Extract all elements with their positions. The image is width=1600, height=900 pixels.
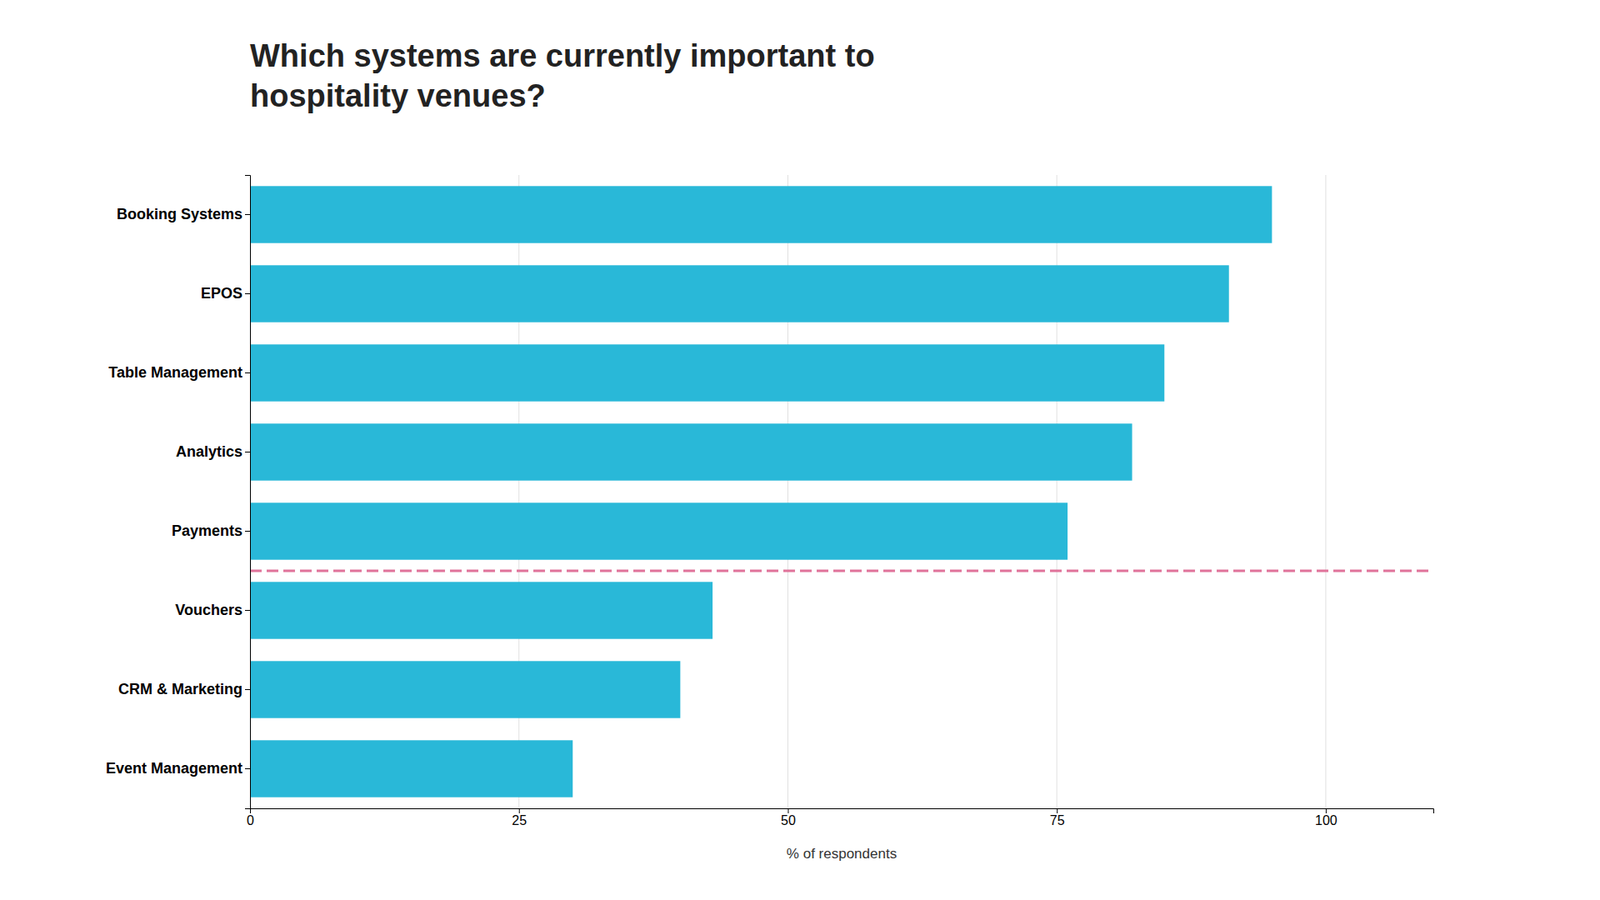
x-tick-label: 25: [511, 813, 527, 828]
y-tick-label: Payments: [171, 522, 243, 540]
y-axis: Booking Systems EPOS Table Management Analy…: [105, 175, 251, 810]
bar: [250, 423, 1133, 480]
x-tick: 100: [1315, 808, 1338, 828]
y-tick-label: Booking Systems: [116, 205, 243, 223]
x-tick-label: 100: [1315, 813, 1338, 828]
bars: [250, 185, 1272, 797]
bar: [250, 660, 680, 718]
x-tick-label: 0: [246, 813, 255, 828]
y-tick: Table Management: [108, 364, 250, 381]
title: Which systems are currently important to…: [250, 38, 875, 114]
y-tick-mark: [245, 372, 250, 374]
y-tick-label: Table Management: [108, 364, 243, 381]
y-tick: EPOS: [200, 285, 250, 302]
y-tick-mark: [245, 689, 250, 690]
y-tick-mark: [245, 451, 250, 453]
y-tick-mark: [245, 293, 250, 295]
bar: [250, 265, 1230, 322]
x-axis-title: % of respondents: [786, 845, 897, 862]
y-tick-mark: [245, 610, 250, 611]
x-tick-label: 50: [780, 813, 796, 828]
y-tick-mark: [245, 214, 250, 215]
y-tick: Analytics: [175, 443, 250, 460]
y-tick-label: Analytics: [175, 443, 243, 460]
y-tick: Event Management: [105, 760, 250, 777]
bar: [250, 344, 1165, 401]
bar: [250, 185, 1272, 243]
y-tick-label: Event Management: [105, 760, 243, 777]
y-tick-label: Vouchers: [175, 601, 243, 619]
x-tick: 50: [780, 808, 796, 828]
x-axis: 0 25 50 75 100: [246, 808, 1434, 828]
y-tick-mark: [245, 530, 250, 532]
x-axis-line: [250, 809, 1435, 815]
x-tick: 25: [511, 808, 527, 828]
bar: [250, 740, 573, 797]
y-tick: Vouchers: [175, 601, 250, 619]
x-tick: 75: [1050, 808, 1065, 828]
y-tick-mark: [245, 768, 250, 770]
plot-marks: [250, 175, 1434, 809]
title-line: Which systems are currently important to: [250, 38, 875, 74]
grid: [250, 175, 1326, 809]
y-tick-label: EPOS: [200, 285, 243, 302]
x-tick-label: 75: [1050, 813, 1065, 828]
y-axis-line: [245, 175, 251, 810]
y-tick: CRM & Marketing: [118, 680, 250, 698]
grid-line: [1325, 175, 1326, 809]
x-tick-mark: [1056, 808, 1058, 814]
y-tick: Booking Systems: [116, 205, 250, 223]
title-line: hospitality venues?: [250, 78, 546, 114]
x-tick-mark: [787, 808, 789, 814]
bar: [250, 502, 1068, 560]
y-tick-label: CRM & Marketing: [118, 680, 243, 698]
separator-line: [250, 570, 1434, 573]
bar: [250, 581, 713, 639]
x-tick-mark: [519, 808, 520, 814]
chart-svg: 0 25 50 75 100 Booking Systems EPOS Table Manag…: [0, 0, 1600, 900]
plot-area: 0 25 50 75 100 Booking Systems EPOS Table Manag…: [105, 175, 1435, 862]
x-tick: 0: [246, 808, 255, 828]
x-tick-mark: [1325, 808, 1327, 814]
y-tick: Payments: [171, 522, 250, 540]
